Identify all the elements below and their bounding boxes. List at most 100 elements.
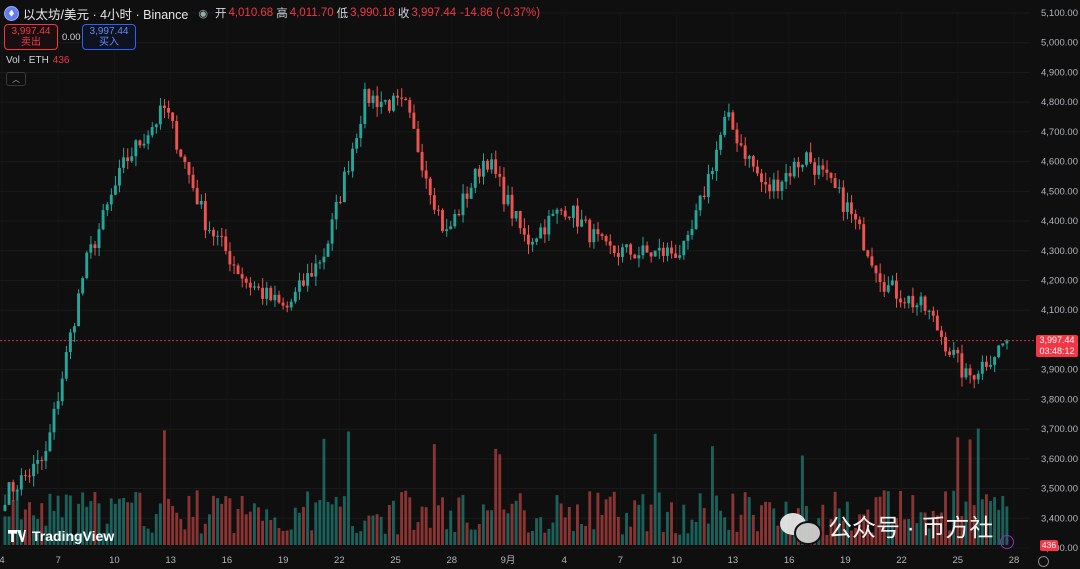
volume-bar [670, 502, 673, 545]
volume-bar [645, 531, 649, 545]
candle [73, 326, 76, 333]
candle [735, 129, 739, 144]
candle [719, 134, 723, 150]
volume-bar [400, 492, 404, 545]
candle [588, 219, 592, 243]
volume-bar [567, 506, 571, 545]
volume-bar [502, 509, 506, 545]
event-marker-icon[interactable]: ? [1000, 535, 1014, 549]
volume-bar [146, 528, 150, 545]
spread-value: 0.00 [62, 32, 81, 43]
tradingview-logo[interactable]: TradingView [8, 528, 114, 544]
candle [882, 281, 886, 292]
candle [997, 345, 1001, 358]
volume-bar [616, 516, 620, 545]
sell-button[interactable]: 3,997.44 卖出 [4, 24, 58, 50]
candle [277, 294, 281, 303]
candle [134, 140, 138, 157]
candle [122, 157, 125, 168]
volume-bar [240, 496, 244, 545]
candle [391, 95, 395, 111]
candle [625, 244, 628, 248]
candle [600, 234, 604, 236]
volume-bar [477, 523, 481, 545]
volume-bar [318, 500, 322, 545]
symbol-title[interactable]: 以太坊/美元 · 4小时 · Binance [23, 7, 189, 22]
volume-bar [281, 530, 285, 545]
volume-bar [612, 491, 616, 545]
volume-bar [621, 534, 624, 545]
volume-bar [625, 512, 628, 545]
candle [363, 89, 367, 124]
candle [36, 460, 40, 464]
candle [960, 353, 964, 378]
volume-bar [424, 507, 428, 545]
candle [502, 176, 506, 205]
volume-bar [432, 444, 436, 545]
candle [608, 241, 612, 246]
candle [457, 213, 461, 216]
collapse-legend-button[interactable]: ︿ [6, 72, 26, 86]
candle [244, 278, 248, 283]
volume-bar [935, 515, 939, 545]
time-axis-label: 4 [0, 555, 5, 566]
candle [375, 95, 379, 108]
volume-bar [989, 500, 992, 545]
volume-bar [228, 498, 232, 545]
candle [571, 205, 575, 218]
time-axis-label: 13 [728, 555, 739, 566]
candle [228, 251, 232, 265]
candle [183, 156, 187, 163]
candle [400, 97, 404, 99]
volume-bar [531, 531, 534, 545]
settings-icon[interactable] [1038, 556, 1049, 567]
volume-bar [731, 493, 735, 545]
candle [126, 157, 130, 161]
watermark: 公众号 · 币方社 [780, 508, 993, 545]
candle [727, 112, 731, 117]
volume-bar [907, 519, 911, 545]
candle [596, 229, 600, 235]
candle [833, 178, 837, 188]
candle [469, 187, 473, 199]
candle [649, 252, 653, 257]
candle [989, 364, 992, 367]
candle [768, 184, 772, 192]
candle [441, 210, 444, 232]
volume-bar [465, 522, 469, 545]
candle [948, 351, 952, 355]
volume-bar [248, 511, 252, 545]
candle [453, 213, 457, 227]
eye-icon[interactable]: ◉ [198, 7, 208, 20]
candle [637, 255, 641, 259]
candle [314, 263, 318, 277]
volume-bar [445, 529, 449, 545]
volume-bar [486, 510, 489, 545]
candle [686, 235, 690, 241]
volume-legend[interactable]: Vol · ETH 436 [6, 55, 69, 66]
candle [645, 245, 649, 253]
candle [706, 174, 710, 197]
candle [731, 112, 735, 130]
candle [592, 229, 596, 243]
candle [150, 127, 154, 136]
volume-bar [952, 490, 956, 545]
volume-bar [890, 524, 894, 545]
high-label: 高 [276, 8, 288, 20]
volume-bar [494, 448, 498, 545]
volume-bar [960, 516, 964, 545]
candle [894, 280, 898, 299]
buy-button[interactable]: 3,997.44 买入 [82, 24, 136, 50]
candle [829, 172, 833, 179]
volume-bar [232, 533, 236, 545]
volume-bar [48, 493, 52, 545]
price-axis-label: 3,400.00 [1041, 513, 1078, 524]
volume-bar [105, 523, 109, 545]
volume-bar [171, 505, 175, 545]
candle [171, 112, 175, 121]
volume-bar [637, 504, 641, 545]
candle [576, 205, 579, 227]
candle [522, 228, 526, 235]
volume-bar [760, 505, 763, 545]
